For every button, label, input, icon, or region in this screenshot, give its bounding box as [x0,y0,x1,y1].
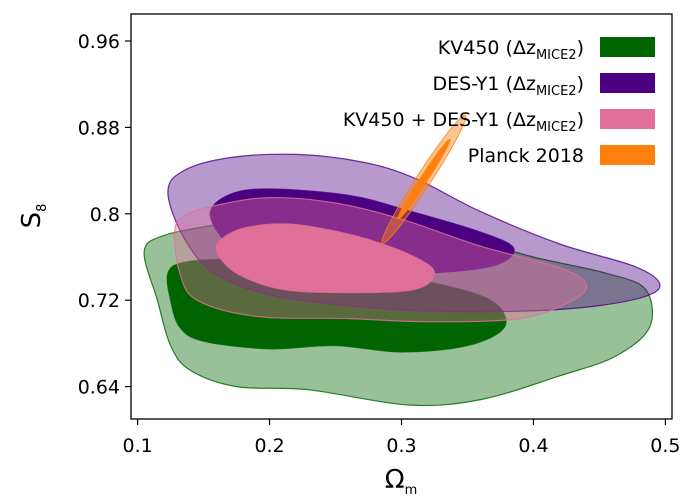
x-tick-label: 0.3 [386,435,416,457]
y-tick-label: 0.96 [78,31,120,53]
y-axis-label: S8 [17,204,50,229]
legend-swatch-1 [600,37,655,57]
y-tick-label: 0.64 [78,377,120,399]
contours-layer [143,114,661,407]
legend-label-3: KV450 + DES-Y1 (ΔzMICE2) [343,109,584,135]
x-axis: 0.1 0.2 0.3 0.4 0.5 [122,419,681,457]
legend-swatch-2 [600,73,655,93]
series-3-contours [173,196,588,323]
x-tick-label: 0.1 [122,435,152,457]
y-tick-label: 0.72 [78,290,120,312]
x-axis-label: Ωm [385,465,418,497]
series-3-contour-68 [215,223,436,294]
legend-swatch-4 [600,145,655,165]
y-axis: 0.64 0.72 0.8 0.88 0.96 [78,31,131,399]
x-tick-label: 0.2 [254,435,284,457]
series-4-contours [381,114,467,245]
series-4-contour-68 [397,138,451,220]
x-tick-label: 0.4 [518,435,548,457]
x-tick-label: 0.5 [650,435,680,457]
legend: KV450 (ΔzMICE2) DES-Y1 (ΔzMICE2) KV450 + D… [343,37,655,167]
y-tick-label: 0.8 [90,204,120,226]
legend-label-2: DES-Y1 (ΔzMICE2) [433,73,584,99]
legend-swatch-3 [600,109,655,129]
legend-label-4: Planck 2018 [468,145,584,167]
y-tick-label: 0.88 [78,117,120,139]
legend-label-1: KV450 (ΔzMICE2) [438,37,584,63]
